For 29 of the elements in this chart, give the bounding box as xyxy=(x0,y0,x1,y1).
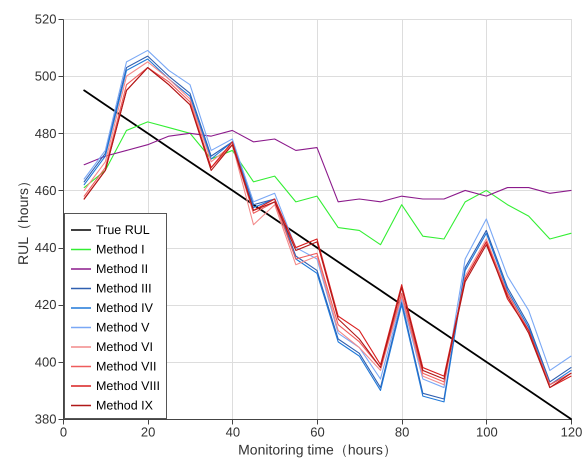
legend-label: Method VIII xyxy=(96,379,160,393)
y-tick-label: 460 xyxy=(34,182,56,198)
legend-label: Method VII xyxy=(96,360,156,374)
line-series xyxy=(84,130,572,202)
x-tick-label: 80 xyxy=(394,424,410,440)
x-tick-label: 100 xyxy=(476,424,498,440)
legend-label: Method VI xyxy=(96,340,153,354)
line-series xyxy=(84,121,572,246)
legend-label: Method III xyxy=(96,282,152,296)
x-tick-label: 40 xyxy=(226,424,240,440)
x-tick-label: 60 xyxy=(310,424,325,440)
y-tick-label: 520 xyxy=(34,12,56,26)
x-tick-label: 0 xyxy=(60,424,68,440)
x-tick-label: 20 xyxy=(140,424,156,440)
legend-label: True RUL xyxy=(96,223,150,237)
y-tick-label: 400 xyxy=(34,354,56,370)
y-axis-title: RUL（hours） xyxy=(14,174,31,266)
x-tick-label: 120 xyxy=(560,424,582,440)
y-tick-label: 380 xyxy=(34,412,56,426)
legend-label: Method II xyxy=(96,262,148,276)
y-tick-label: 420 xyxy=(34,297,56,312)
x-axis-title: Monitoring time（hours） xyxy=(238,442,397,458)
y-tick-label: 480 xyxy=(34,126,56,141)
y-tick-label: 500 xyxy=(34,68,56,84)
legend-label: Method I xyxy=(96,242,145,256)
legend-label: Method V xyxy=(96,320,150,334)
legend-label: Method IV xyxy=(96,301,154,315)
y-tick-label: 440 xyxy=(34,240,56,256)
legend-label: Method IX xyxy=(96,398,154,412)
